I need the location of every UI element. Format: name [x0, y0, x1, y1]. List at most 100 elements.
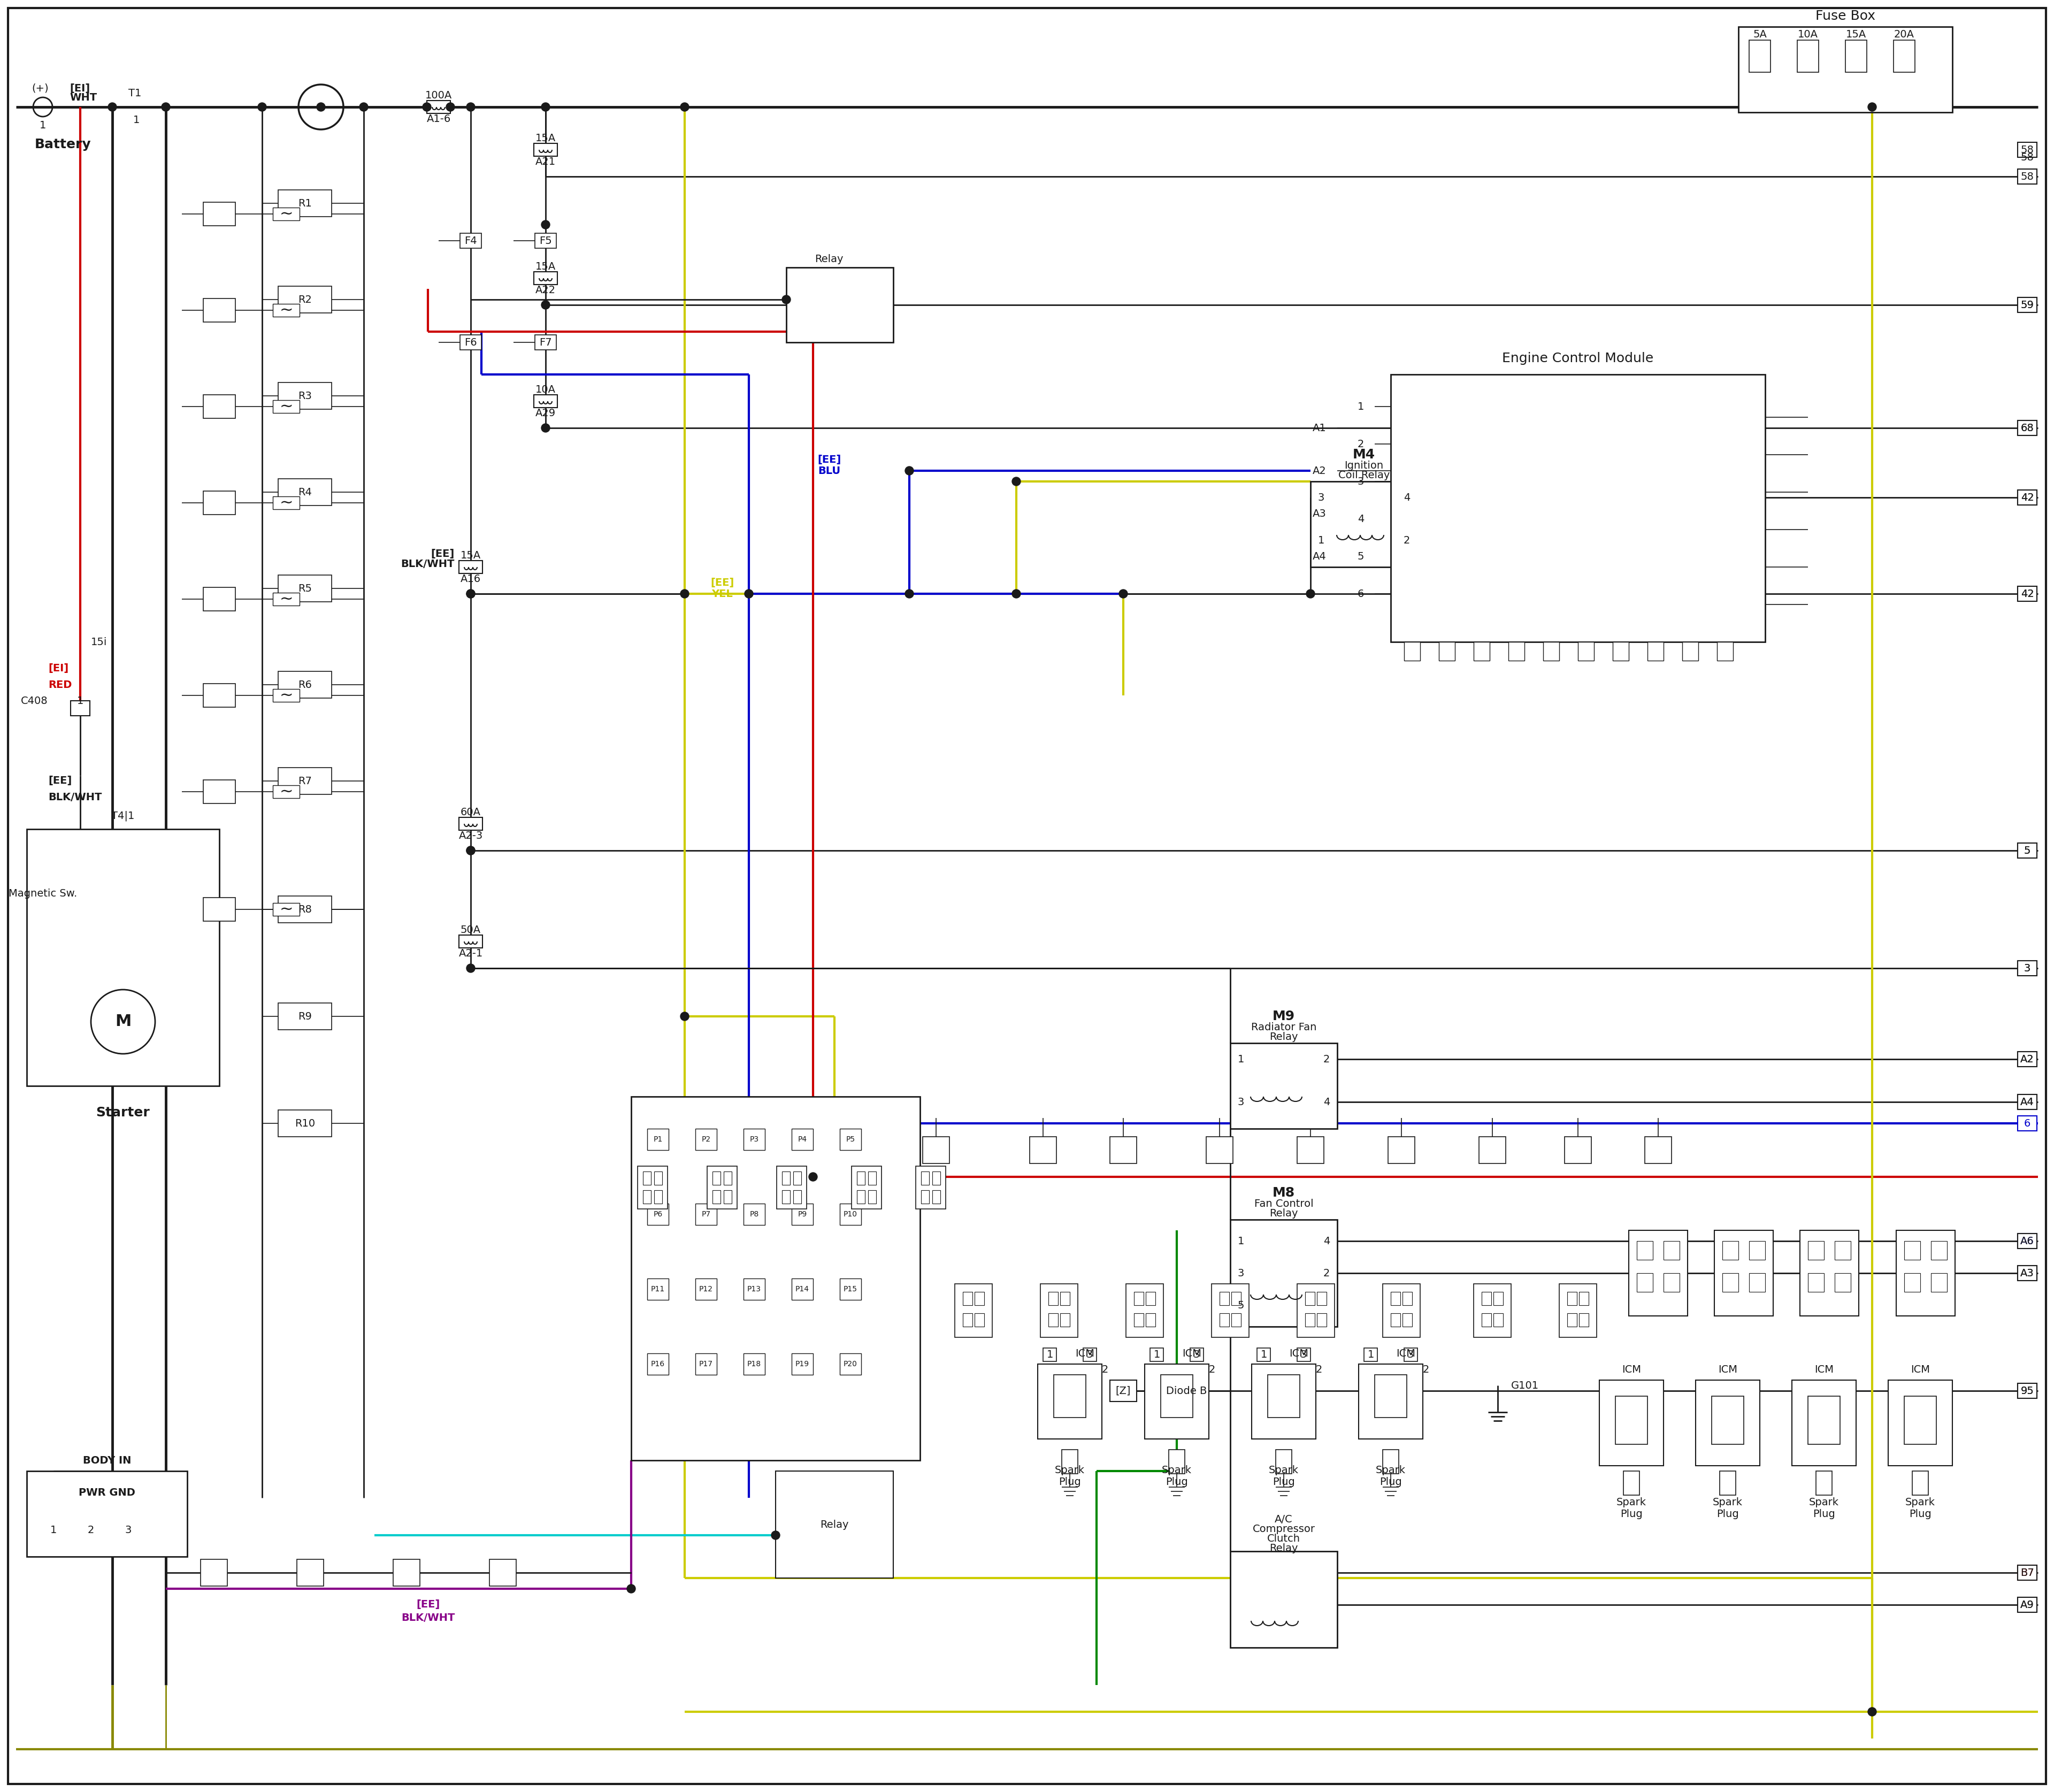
Bar	[1257, 1348, 1269, 1362]
Bar	[2017, 1564, 2038, 1581]
Bar	[1230, 1043, 1337, 1129]
Text: ICM: ICM	[1717, 1364, 1738, 1374]
Bar	[707, 1167, 737, 1210]
Text: 58: 58	[2021, 172, 2033, 181]
Bar	[1904, 1242, 1920, 1260]
Text: 59: 59	[2021, 299, 2033, 310]
Text: [EE]: [EE]	[47, 776, 72, 787]
Text: 3: 3	[1087, 1349, 1093, 1360]
Bar	[1612, 642, 1629, 661]
Bar	[1146, 1292, 1154, 1305]
Bar	[696, 1278, 717, 1299]
Bar	[1358, 1364, 1423, 1439]
Bar	[1391, 375, 1764, 642]
Bar	[1904, 1272, 1920, 1292]
Text: P10: P10	[844, 1211, 857, 1219]
Bar	[1405, 642, 1419, 661]
Bar	[852, 1167, 881, 1210]
Bar	[2017, 1383, 2038, 1398]
Text: A3: A3	[1313, 509, 1327, 518]
Circle shape	[1013, 477, 1021, 486]
Text: P4: P4	[797, 1136, 807, 1143]
Circle shape	[466, 964, 474, 973]
Bar	[203, 202, 236, 226]
Text: R7: R7	[298, 776, 312, 787]
Text: ~: ~	[279, 591, 294, 607]
Text: Spark
Plug: Spark Plug	[1376, 1466, 1405, 1487]
Bar	[920, 1190, 928, 1204]
Text: A9: A9	[2021, 1600, 2033, 1609]
Bar	[840, 1353, 861, 1374]
Bar	[1298, 1283, 1335, 1337]
Bar	[1912, 1471, 1929, 1495]
Text: 2: 2	[1210, 1364, 1216, 1374]
Bar	[1543, 642, 1559, 661]
Bar	[1481, 1314, 1491, 1326]
Bar	[955, 1283, 992, 1337]
Bar	[2017, 168, 2038, 185]
Bar	[2017, 297, 2038, 312]
Bar	[2017, 586, 2038, 602]
Text: A4: A4	[2021, 1097, 2033, 1107]
Text: RED: RED	[47, 679, 72, 690]
Bar	[791, 1204, 813, 1226]
Bar	[1043, 1348, 1056, 1362]
Text: Spark
Plug: Spark Plug	[1906, 1498, 1935, 1520]
Bar	[1054, 1374, 1087, 1417]
Bar	[1082, 1348, 1097, 1362]
Text: 1: 1	[76, 695, 84, 706]
Bar	[273, 785, 300, 797]
Text: YEL: YEL	[711, 590, 733, 599]
Text: 6: 6	[1358, 590, 1364, 599]
Text: WHT: WHT	[70, 91, 97, 102]
Text: P6: P6	[653, 1211, 663, 1219]
Text: B7: B7	[2021, 1568, 2033, 1577]
Text: A4: A4	[2021, 1097, 2033, 1107]
Bar	[1637, 1272, 1653, 1292]
Text: F6: F6	[464, 337, 477, 348]
Bar	[1298, 1348, 1310, 1362]
Bar	[776, 1471, 893, 1579]
Bar	[2017, 961, 2038, 975]
Text: P20: P20	[844, 1360, 857, 1367]
Bar	[1220, 1292, 1228, 1305]
Bar	[1134, 1292, 1144, 1305]
Bar	[277, 896, 331, 923]
Bar	[1623, 1471, 1639, 1495]
Bar	[1405, 1348, 1417, 1362]
Text: [EE]: [EE]	[711, 579, 733, 588]
Circle shape	[1013, 590, 1021, 599]
Text: [Z]: [Z]	[1115, 1385, 1132, 1396]
Bar	[1382, 1450, 1399, 1473]
Text: Ignition: Ignition	[1345, 461, 1384, 471]
Text: 4: 4	[1403, 493, 1411, 502]
Text: A1-6: A1-6	[427, 113, 450, 124]
Text: Spark
Plug: Spark Plug	[1163, 1466, 1191, 1487]
Text: 3: 3	[1300, 1349, 1306, 1360]
Text: A/C: A/C	[1276, 1514, 1292, 1525]
Bar	[1493, 1314, 1504, 1326]
Bar	[1715, 1231, 1773, 1315]
Text: 10A: 10A	[1797, 30, 1818, 39]
Text: 100A: 100A	[425, 90, 452, 100]
Bar	[787, 267, 893, 342]
Text: M4: M4	[1354, 448, 1376, 461]
Circle shape	[359, 102, 368, 111]
Bar	[1391, 1314, 1401, 1326]
Bar	[2017, 1052, 2038, 1066]
Text: M: M	[115, 1014, 131, 1029]
Bar	[783, 1190, 791, 1204]
Bar	[1267, 1374, 1300, 1417]
Text: P2: P2	[702, 1136, 711, 1143]
Text: A2-1: A2-1	[458, 948, 483, 959]
Text: Diode B: Diode B	[1167, 1385, 1208, 1396]
Text: 15A: 15A	[536, 262, 557, 271]
Text: A2: A2	[2021, 1054, 2033, 1064]
Bar	[1382, 1283, 1419, 1337]
Text: BLK/WHT: BLK/WHT	[401, 559, 454, 570]
Text: R6: R6	[298, 679, 312, 690]
Text: 59: 59	[2021, 299, 2033, 310]
Bar	[1799, 1231, 1859, 1315]
Bar	[963, 1292, 972, 1305]
Bar	[1161, 1374, 1193, 1417]
